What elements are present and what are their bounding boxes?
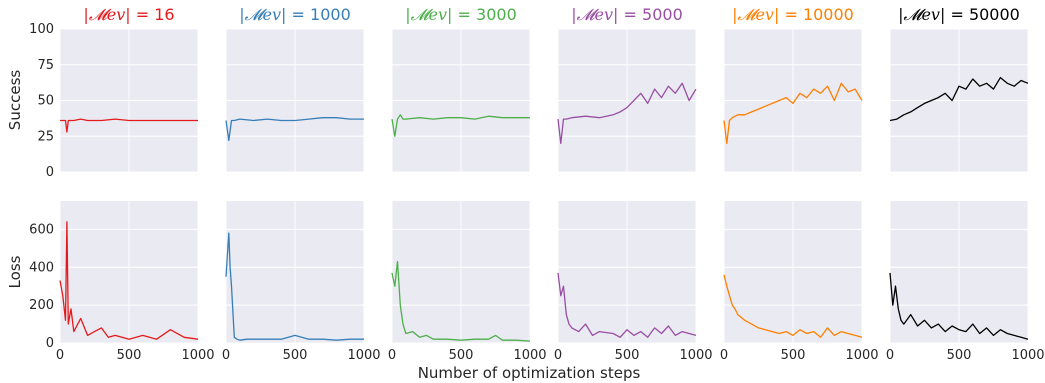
- x-tick-label: 0: [222, 348, 230, 363]
- panel-title-symbol: |𝓜ev|: [83, 5, 130, 24]
- y-axis-label-loss: Loss: [6, 255, 24, 288]
- y-tick-label: 0: [46, 165, 54, 180]
- x-axis-label: Number of optimization steps: [418, 364, 641, 382]
- panel-title-symbol: |𝓜ev|: [732, 5, 779, 24]
- y-tick-label: 25: [37, 129, 54, 144]
- panel-title-symbol: |𝓜ev|: [239, 5, 286, 24]
- series-line-success-2: [391, 114, 530, 137]
- panel-title-value: = 50000: [945, 5, 1019, 24]
- x-tick-label: 0: [554, 348, 562, 363]
- series-line-success-1: [225, 117, 364, 142]
- panel-title-value: = 3000: [452, 5, 516, 24]
- panel-title-symbol: |𝓜ev|: [898, 5, 945, 24]
- panel-title-1: |𝓜ev| = 1000: [239, 5, 351, 24]
- x-tick-label: 1000: [679, 348, 712, 363]
- x-tick-label: 500: [781, 348, 806, 363]
- series-line-loss-1: [225, 232, 364, 341]
- y-tick-label: 200: [29, 298, 54, 313]
- panel-title-value: = 16: [131, 5, 175, 24]
- panel-title-symbol: |𝓜ev|: [571, 5, 618, 24]
- x-tick-label: 1000: [513, 348, 546, 363]
- x-tick-label: 500: [615, 348, 640, 363]
- x-tick-label: 0: [720, 348, 728, 363]
- y-tick-label: 100: [29, 22, 54, 37]
- panel-title-value: = 10000: [779, 5, 853, 24]
- x-tick-label: 500: [117, 348, 142, 363]
- y-axis-label-success: Success: [6, 70, 24, 131]
- x-tick-label: 500: [947, 348, 972, 363]
- series-line-loss-4: [723, 274, 863, 338]
- panel-title-symbol: |𝓜ev|: [405, 5, 452, 24]
- panel-title-3: |𝓜ev| = 5000: [571, 5, 683, 24]
- x-tick-label: 500: [449, 348, 474, 363]
- panel-title-5: |𝓜ev| = 50000: [898, 5, 1020, 24]
- y-tick-label: 400: [29, 260, 54, 275]
- x-tick-label: 500: [283, 348, 308, 363]
- series-line-success-0: [60, 118, 198, 133]
- x-tick-label: 1000: [845, 348, 878, 363]
- series-line-success-4: [723, 82, 863, 145]
- series-line-success-3: [557, 82, 697, 145]
- x-tick-label: 0: [388, 348, 396, 363]
- y-tick-label: 50: [37, 94, 54, 109]
- x-tick-label: 1000: [1011, 348, 1044, 363]
- panel-title-value: = 5000: [618, 5, 682, 24]
- y-tick-label: 0: [46, 336, 54, 351]
- x-tick-label: 1000: [347, 348, 380, 363]
- y-tick-label: 600: [29, 222, 54, 237]
- panel-title-value: = 1000: [286, 5, 350, 24]
- x-tick-label: 0: [56, 348, 64, 363]
- series-line-success-5: [889, 76, 1029, 122]
- series-line-loss-3: [557, 272, 697, 338]
- panel-title-4: |𝓜ev| = 10000: [732, 5, 854, 24]
- panel-title-0: |𝓜ev| = 16: [83, 5, 174, 24]
- series-line-loss-2: [391, 260, 531, 342]
- y-tick-label: 75: [37, 58, 54, 73]
- series-line-loss-5: [889, 272, 1029, 340]
- x-tick-label: 1000: [181, 348, 214, 363]
- x-tick-label: 0: [886, 348, 894, 363]
- panel-title-2: |𝓜ev| = 3000: [405, 5, 517, 24]
- series-line-loss-0: [59, 221, 199, 340]
